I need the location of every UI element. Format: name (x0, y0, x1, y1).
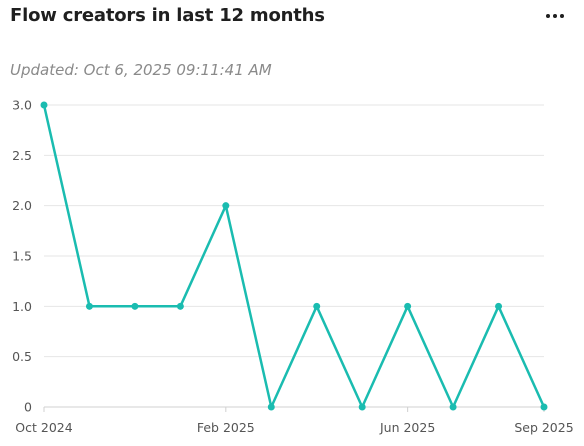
y-tick-label: 0.5 (12, 349, 32, 364)
x-tick-label: Jun 2025 (379, 420, 435, 435)
y-tick-label: 3.0 (12, 98, 32, 113)
data-point[interactable] (222, 202, 230, 210)
x-tick-label: Feb 2025 (197, 420, 255, 435)
card-title: Flow creators in last 12 months (10, 5, 325, 26)
series-line (42, 103, 546, 409)
y-axis-ticks: 3.0 2.5 2.0 1.5 1.0 0.5 0 (12, 98, 32, 415)
data-point[interactable] (131, 302, 139, 310)
ellipsis-icon (546, 14, 550, 18)
data-point[interactable] (404, 302, 412, 310)
y-tick-label: 0 (24, 400, 32, 415)
x-tick-label: Sep 2025 (514, 420, 573, 435)
data-points (40, 101, 548, 411)
y-tick-label: 1.0 (12, 299, 32, 314)
data-point[interactable] (540, 403, 548, 411)
more-options-button[interactable] (544, 6, 566, 26)
y-tick-label: 2.5 (12, 148, 32, 163)
data-point[interactable] (449, 403, 457, 411)
y-tick-label: 2.0 (12, 198, 32, 213)
data-point[interactable] (313, 302, 321, 310)
data-point[interactable] (176, 302, 184, 310)
ellipsis-icon (553, 14, 557, 18)
data-point[interactable] (495, 302, 503, 310)
ellipsis-icon (560, 14, 564, 18)
y-tick-label: 1.5 (12, 249, 32, 264)
data-point[interactable] (85, 302, 93, 310)
x-axis-ticks: Oct 2024 Feb 2025 Jun 2025 Sep 2025 (15, 407, 574, 435)
grid-lines (44, 104, 544, 358)
updated-timestamp: Updated: Oct 6, 2025 09:11:41 AM (10, 61, 272, 79)
x-tick-label: Oct 2024 (15, 420, 72, 435)
data-point[interactable] (267, 403, 275, 411)
data-point[interactable] (358, 403, 366, 411)
data-point[interactable] (40, 101, 48, 109)
series-line (42, 103, 546, 409)
